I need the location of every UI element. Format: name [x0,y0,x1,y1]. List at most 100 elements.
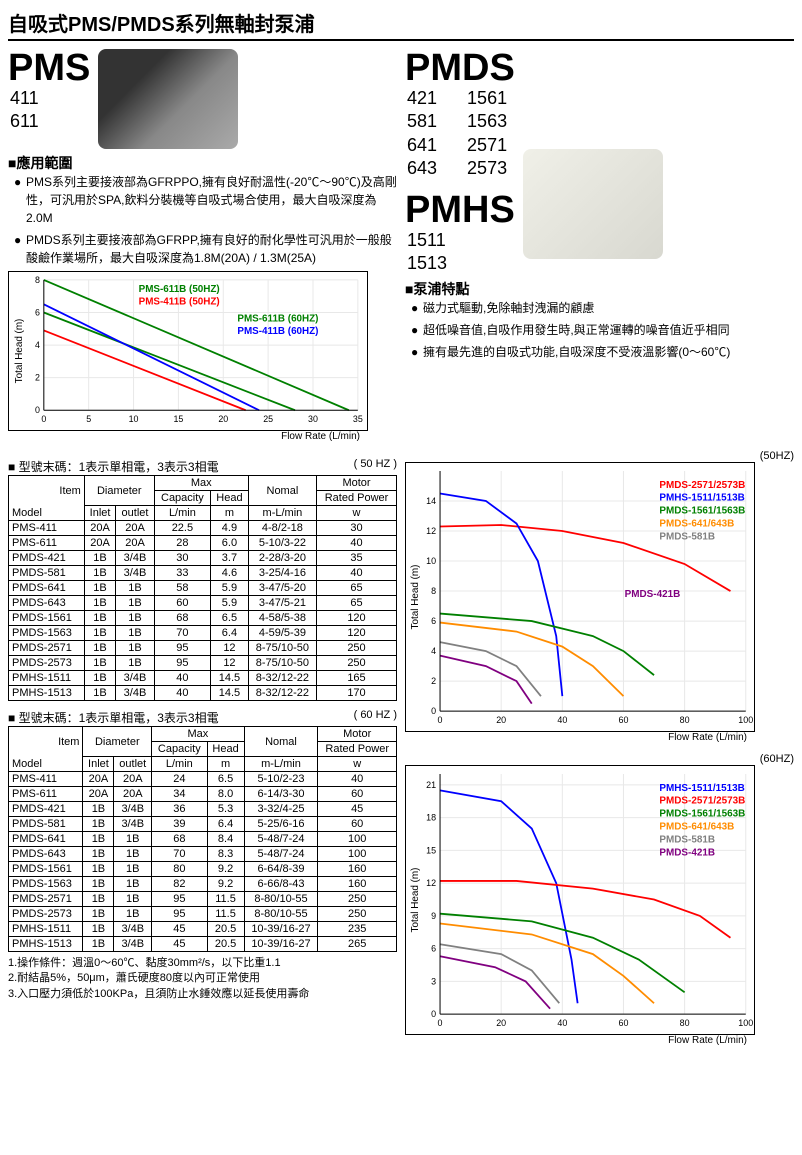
svg-text:PMDS-2571/2573B: PMDS-2571/2573B [659,480,745,491]
svg-text:0: 0 [438,715,443,725]
caption: ■ 型號末碼：1表示單相電，3表示3相電 [8,711,219,725]
svg-text:15: 15 [426,845,436,855]
pms-name: PMS [8,49,90,87]
page-title: 自吸式PMS/PMDS系列無軸封泵浦 [8,8,794,41]
svg-text:100: 100 [738,715,753,725]
performance-chart: 02040608010002468101214PMDS-2571/2573BPM… [405,462,755,732]
svg-text:PMDS-581B: PMDS-581B [659,834,715,845]
pump-image [523,149,663,259]
table-row: PMDS-15631B1B829.26-66/8-43160 [9,877,397,892]
table-row: PMDS-5811B3/4B334.63-25/4-1640 [9,566,397,581]
svg-text:21: 21 [426,780,436,790]
svg-text:6: 6 [35,307,40,317]
footnote: 1.操作條件：週溫0～60℃、黏度30mm²/s，以下比重1.1 [8,956,397,971]
table-row: PMDS-5811B3/4B396.45-25/6-1660 [9,817,397,832]
pmds-name: PMDS [405,49,515,87]
svg-text:3: 3 [431,976,436,986]
svg-text:4: 4 [35,340,40,350]
svg-text:Total Head (m): Total Head (m) [410,868,421,933]
table-row: PMDS-25731B1B95128-75/10-50250 [9,656,397,671]
svg-text:80: 80 [680,1018,690,1028]
hz-label: (50HZ) [405,450,794,462]
svg-text:20: 20 [496,715,506,725]
table-row: PMDS-6431B1B708.35-48/7-24100 [9,847,397,862]
table-row: PMS-41120A20A22.54.94-8/2-1830 [9,521,397,536]
table-row: PMDS-4211B3/4B303.72-28/3-2035 [9,551,397,566]
table-row: PMDS-6411B1B688.45-48/7-24100 [9,832,397,847]
model: 1513 [407,252,447,275]
svg-text:4: 4 [431,646,436,656]
caption: ■ 型號末碼：1表示單相電，3表示3相電 [8,460,219,474]
table-row: PMHS-15131B3/4B4520.510-39/16-27265 [9,937,397,952]
svg-text:2: 2 [35,373,40,383]
svg-text:2: 2 [431,676,436,686]
hz-label: ( 50 HZ ) [354,458,397,470]
svg-text:PMDS-421B: PMDS-421B [625,589,681,600]
model: 581 [407,110,437,133]
table-row: PMS-41120A20A246.55-10/2-2340 [9,772,397,787]
bullet: PMS系列主要接液部為GFRPPO,擁有良好耐溫性(-20℃～90℃)及高剛性，… [8,173,397,227]
svg-text:60: 60 [619,715,629,725]
spec-table: ItemDiameterMaxNomalMotorCapacityHeadRat… [8,475,397,701]
svg-text:10: 10 [426,556,436,566]
performance-chart: 0510152025303502468PMS-611B (50HZ)PMS-41… [8,271,368,431]
svg-text:PMS-611B (50HZ): PMS-611B (50HZ) [139,284,220,295]
svg-text:5: 5 [86,414,91,424]
table-row: PMDS-4211B3/4B365.33-32/4-2545 [9,802,397,817]
svg-text:8: 8 [431,586,436,596]
svg-text:PMDS-1561/1563B: PMDS-1561/1563B [659,506,745,517]
table-row: PMDS-6411B1B585.93-47/5-2065 [9,581,397,596]
model: 411 [10,87,39,110]
svg-text:25: 25 [263,414,273,424]
model: 2571 [467,134,507,157]
app-header: ■應用範圍 [8,153,397,173]
svg-text:0: 0 [41,414,46,424]
svg-text:PMS-411B (50HZ): PMS-411B (50HZ) [139,297,220,308]
table-row: PMDS-6431B1B605.93-47/5-2165 [9,596,397,611]
svg-text:20: 20 [496,1018,506,1028]
svg-text:PMDS-641/643B: PMDS-641/643B [659,519,734,530]
pump-image [98,49,238,149]
footnote: 3.入口壓力須低於100KPa，且須防止水錘效應以延長使用壽命 [8,987,397,1002]
svg-text:0: 0 [35,405,40,415]
model: 2573 [467,157,507,180]
model: 1561 [467,87,507,110]
pmhs-name: PMHS [405,191,515,229]
table-row: PMDS-15611B1B809.26-64/8-39160 [9,862,397,877]
svg-text:Total Head (m): Total Head (m) [410,565,421,630]
svg-text:80: 80 [680,715,690,725]
table-row: PMDS-25711B1B95128-75/10-50250 [9,641,397,656]
svg-text:15: 15 [173,414,183,424]
x-axis-label: Flow Rate (L/min) [405,732,755,743]
bullet: 擁有最先進的自吸式功能,自吸深度不受液溫影響(0～60℃) [405,343,794,361]
spec-table: ItemDiameterMaxNomalMotorCapacityHeadRat… [8,726,397,952]
svg-text:6: 6 [431,944,436,954]
svg-text:60: 60 [619,1018,629,1028]
model: 1563 [467,110,507,133]
svg-text:100: 100 [738,1018,753,1028]
table-row: PMHS-15131B3/4B4014.58-32/12-22170 [9,686,397,701]
bullet: 磁力式驅動,免除軸封洩漏的顧慮 [405,299,794,317]
hz-label: ( 60 HZ ) [354,709,397,721]
svg-text:9: 9 [431,911,436,921]
model: 1511 [407,229,447,252]
feat-header: ■泵浦特點 [405,279,794,299]
x-axis-label: Flow Rate (L/min) [405,1035,755,1046]
svg-text:PMDS-1561/1563B: PMDS-1561/1563B [659,809,745,820]
svg-text:12: 12 [426,526,436,536]
svg-text:12: 12 [426,878,436,888]
model: 641 [407,134,437,157]
hz-label: (60HZ) [405,753,794,765]
svg-text:40: 40 [557,1018,567,1028]
svg-text:0: 0 [431,1009,436,1019]
svg-text:0: 0 [431,706,436,716]
svg-text:40: 40 [557,715,567,725]
bullet: 超低噪音值,自吸作用發生時,與正常運轉的噪音值近乎相同 [405,321,794,339]
svg-text:0: 0 [438,1018,443,1028]
table-row: PMHS-15111B3/4B4520.510-39/16-27235 [9,922,397,937]
table-row: PMDS-25731B1B9511.58-80/10-55250 [9,907,397,922]
model: 643 [407,157,437,180]
svg-text:35: 35 [353,414,363,424]
table-row: PMHS-15111B3/4B4014.58-32/12-22165 [9,671,397,686]
svg-text:PMS-611B (60HZ): PMS-611B (60HZ) [237,313,318,324]
